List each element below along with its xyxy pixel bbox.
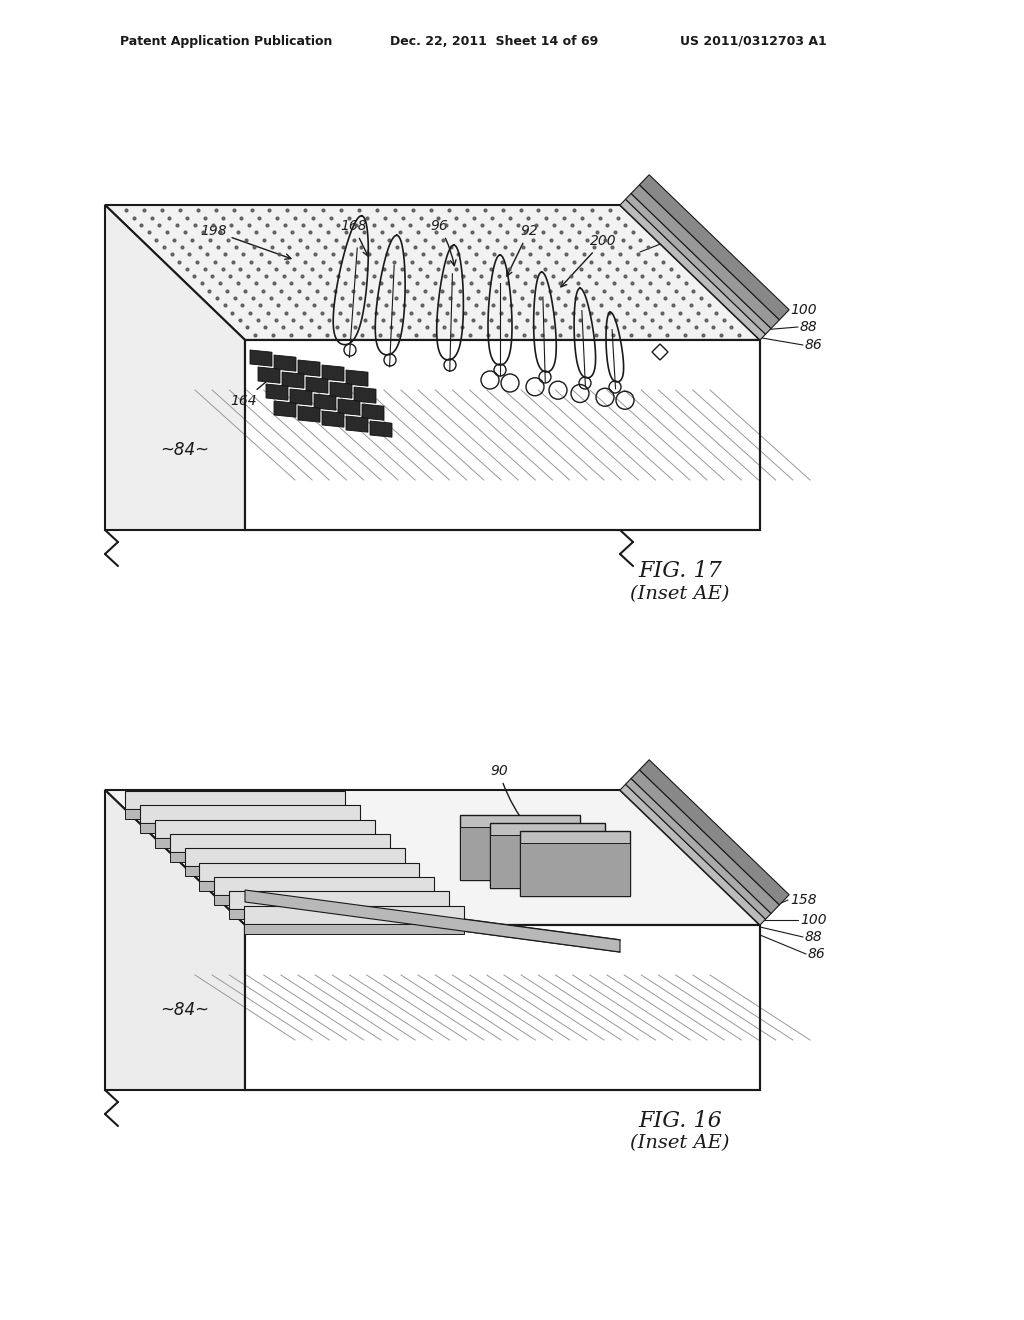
Text: (Inset AE): (Inset AE)	[630, 1134, 730, 1152]
Polygon shape	[266, 384, 288, 400]
Polygon shape	[460, 814, 580, 880]
Polygon shape	[338, 399, 360, 416]
Polygon shape	[244, 906, 464, 924]
Polygon shape	[631, 770, 779, 913]
Polygon shape	[125, 791, 345, 809]
Text: 204: 204	[240, 818, 283, 866]
Polygon shape	[626, 194, 771, 334]
Polygon shape	[155, 820, 375, 838]
Polygon shape	[155, 838, 375, 847]
Polygon shape	[140, 824, 359, 833]
Polygon shape	[214, 895, 434, 906]
Polygon shape	[354, 387, 376, 403]
Polygon shape	[460, 828, 580, 880]
Text: 158: 158	[790, 894, 816, 907]
Polygon shape	[229, 909, 450, 920]
Text: 100: 100	[800, 913, 826, 927]
Polygon shape	[346, 370, 368, 387]
Text: 86: 86	[808, 946, 825, 961]
Text: US 2011/0312703 A1: US 2011/0312703 A1	[680, 36, 826, 48]
Text: 164: 164	[230, 372, 276, 408]
Text: Patent Application Publication: Patent Application Publication	[120, 36, 333, 48]
Polygon shape	[306, 378, 328, 393]
Polygon shape	[520, 843, 630, 896]
Text: 100: 100	[790, 304, 816, 317]
Polygon shape	[105, 789, 760, 925]
Polygon shape	[244, 924, 464, 933]
Polygon shape	[200, 863, 420, 880]
Polygon shape	[258, 367, 280, 383]
Polygon shape	[620, 199, 766, 341]
Polygon shape	[626, 779, 771, 919]
Text: 66: 66	[665, 234, 683, 247]
Text: 86: 86	[805, 338, 822, 352]
Polygon shape	[639, 760, 790, 904]
Polygon shape	[105, 205, 245, 531]
Polygon shape	[298, 407, 319, 422]
Text: (Inset AE): (Inset AE)	[630, 585, 730, 603]
Polygon shape	[322, 366, 344, 381]
Polygon shape	[620, 784, 766, 925]
Polygon shape	[290, 389, 312, 405]
Text: 168: 168	[340, 219, 369, 256]
Polygon shape	[250, 350, 272, 366]
Text: 88: 88	[805, 931, 822, 944]
Polygon shape	[520, 832, 630, 896]
Text: 90: 90	[490, 764, 527, 826]
Text: Dec. 22, 2011  Sheet 14 of 69: Dec. 22, 2011 Sheet 14 of 69	[390, 36, 598, 48]
Polygon shape	[245, 925, 760, 1090]
Polygon shape	[631, 185, 779, 329]
Polygon shape	[322, 411, 344, 428]
Polygon shape	[184, 849, 404, 866]
Polygon shape	[298, 360, 319, 376]
Polygon shape	[274, 401, 296, 417]
Polygon shape	[490, 836, 605, 888]
Text: 92: 92	[507, 224, 538, 276]
Polygon shape	[490, 822, 605, 888]
Polygon shape	[314, 393, 336, 411]
Text: 198: 198	[200, 224, 291, 259]
Text: 96: 96	[430, 219, 456, 265]
Polygon shape	[652, 345, 668, 360]
Polygon shape	[282, 372, 304, 388]
Polygon shape	[639, 174, 790, 319]
Polygon shape	[346, 416, 368, 432]
Polygon shape	[105, 789, 245, 1090]
Polygon shape	[170, 851, 389, 862]
Polygon shape	[125, 809, 345, 818]
Polygon shape	[274, 355, 296, 371]
Polygon shape	[184, 866, 404, 876]
Polygon shape	[105, 205, 760, 341]
Text: FIG. 16: FIG. 16	[638, 1110, 722, 1133]
Text: ~84~: ~84~	[161, 441, 210, 459]
Text: FIG. 17: FIG. 17	[638, 560, 722, 582]
Polygon shape	[229, 891, 450, 909]
Polygon shape	[214, 876, 434, 895]
Polygon shape	[200, 880, 420, 891]
Text: 200: 200	[561, 234, 616, 286]
Polygon shape	[330, 381, 352, 399]
Polygon shape	[245, 890, 620, 952]
Polygon shape	[370, 421, 392, 437]
Polygon shape	[362, 404, 384, 420]
Text: ~84~: ~84~	[161, 1001, 210, 1019]
Polygon shape	[170, 834, 389, 851]
Polygon shape	[245, 341, 760, 531]
Text: 88: 88	[800, 319, 818, 334]
Polygon shape	[140, 805, 359, 824]
